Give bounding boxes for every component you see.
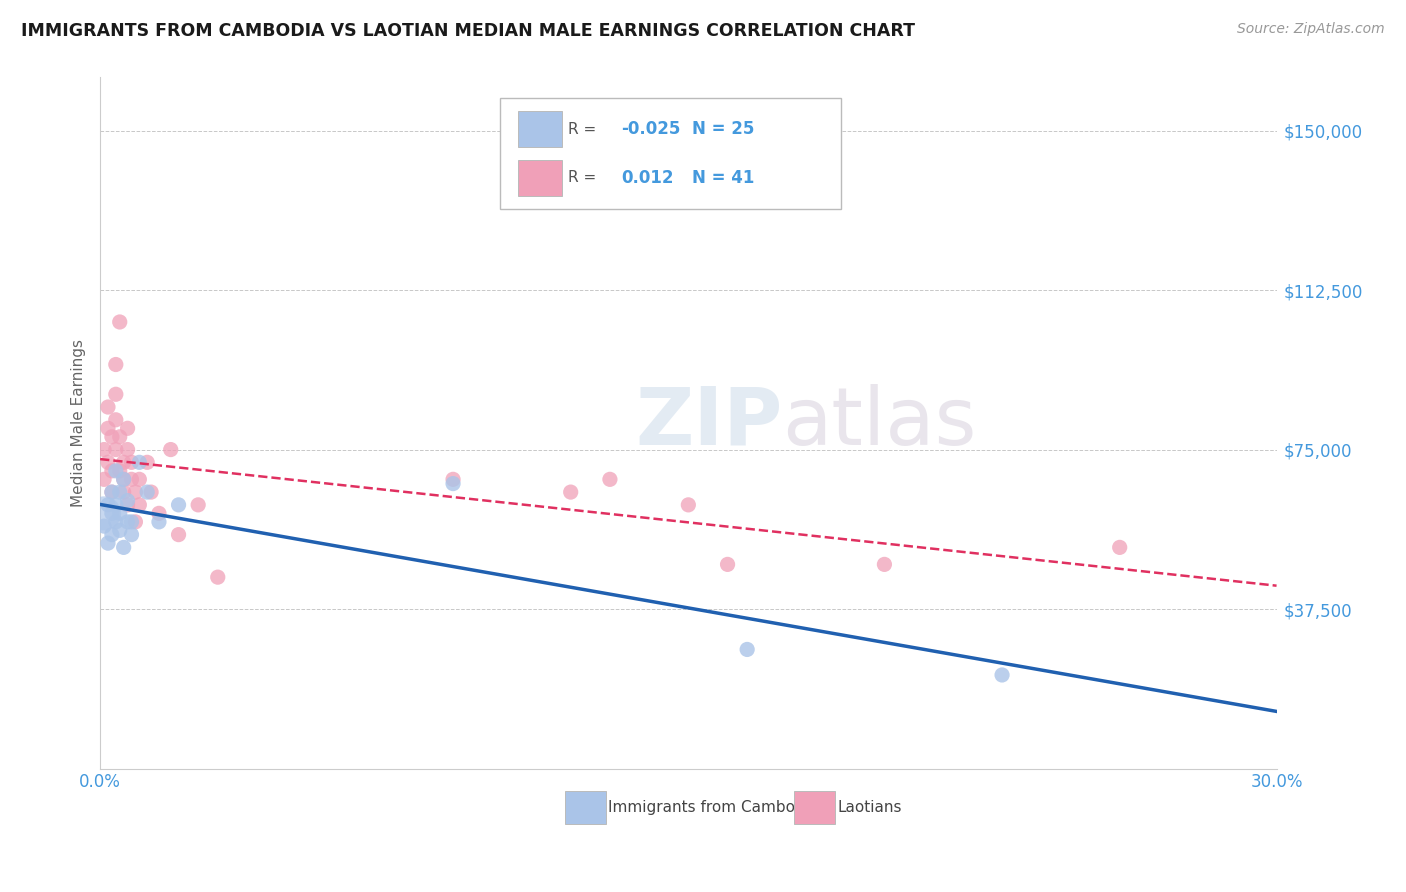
Point bbox=[117, 515, 139, 529]
Point bbox=[735, 642, 758, 657]
Point bbox=[1108, 541, 1130, 555]
Point bbox=[121, 472, 143, 486]
Point bbox=[207, 570, 229, 584]
Point bbox=[991, 668, 1014, 682]
Point bbox=[124, 515, 146, 529]
Point bbox=[97, 455, 120, 469]
Text: Source: ZipAtlas.com: Source: ZipAtlas.com bbox=[1237, 22, 1385, 37]
Point bbox=[121, 527, 143, 541]
Point bbox=[599, 472, 621, 486]
Point bbox=[167, 527, 190, 541]
Point bbox=[93, 472, 115, 486]
Point bbox=[101, 485, 124, 500]
Point bbox=[560, 485, 582, 500]
Text: Immigrants from Cambodia: Immigrants from Cambodia bbox=[609, 800, 818, 814]
Point bbox=[139, 485, 162, 500]
Text: N = 41: N = 41 bbox=[692, 169, 754, 186]
FancyBboxPatch shape bbox=[501, 98, 841, 209]
Text: R =: R = bbox=[568, 170, 602, 186]
Point bbox=[108, 524, 131, 538]
Point bbox=[97, 421, 120, 435]
Text: -0.025: -0.025 bbox=[621, 120, 681, 138]
Point bbox=[104, 413, 127, 427]
Point bbox=[104, 515, 127, 529]
Text: IMMIGRANTS FROM CAMBODIA VS LAOTIAN MEDIAN MALE EARNINGS CORRELATION CHART: IMMIGRANTS FROM CAMBODIA VS LAOTIAN MEDI… bbox=[21, 22, 915, 40]
Point bbox=[148, 515, 170, 529]
Point bbox=[112, 541, 135, 555]
Point bbox=[678, 498, 700, 512]
Point bbox=[159, 442, 181, 457]
Point bbox=[97, 498, 120, 512]
FancyBboxPatch shape bbox=[517, 160, 562, 195]
Point bbox=[104, 387, 127, 401]
Point bbox=[124, 485, 146, 500]
Point bbox=[148, 507, 170, 521]
Point bbox=[101, 464, 124, 478]
Point bbox=[112, 455, 135, 469]
Point bbox=[167, 498, 190, 512]
Text: N = 25: N = 25 bbox=[692, 120, 754, 138]
Point bbox=[101, 527, 124, 541]
Point bbox=[128, 472, 150, 486]
Point bbox=[97, 400, 120, 414]
Point bbox=[112, 472, 135, 486]
Point bbox=[441, 476, 464, 491]
Point bbox=[93, 519, 115, 533]
Point bbox=[187, 498, 209, 512]
Point bbox=[121, 455, 143, 469]
Point bbox=[117, 421, 139, 435]
Text: ZIP: ZIP bbox=[636, 384, 783, 462]
Point bbox=[117, 498, 139, 512]
Point bbox=[93, 442, 115, 457]
Point bbox=[441, 472, 464, 486]
Point bbox=[108, 430, 131, 444]
Point bbox=[97, 536, 120, 550]
Point bbox=[101, 485, 124, 500]
Point bbox=[108, 315, 131, 329]
Point bbox=[121, 515, 143, 529]
Point bbox=[716, 558, 738, 572]
Text: 0.012: 0.012 bbox=[621, 169, 673, 186]
Point bbox=[117, 493, 139, 508]
Point bbox=[104, 442, 127, 457]
Text: Laotians: Laotians bbox=[838, 800, 903, 814]
Point bbox=[101, 507, 124, 521]
Point bbox=[104, 498, 127, 512]
FancyBboxPatch shape bbox=[517, 112, 562, 147]
Point bbox=[128, 455, 150, 469]
Point bbox=[101, 430, 124, 444]
Point bbox=[117, 442, 139, 457]
Y-axis label: Median Male Earnings: Median Male Earnings bbox=[72, 339, 86, 507]
Text: atlas: atlas bbox=[783, 384, 977, 462]
Point bbox=[112, 485, 135, 500]
Point bbox=[873, 558, 896, 572]
Point bbox=[112, 472, 135, 486]
Point bbox=[128, 498, 150, 512]
Point bbox=[108, 464, 131, 478]
FancyBboxPatch shape bbox=[794, 790, 835, 824]
Point bbox=[104, 464, 127, 478]
Point bbox=[104, 358, 127, 372]
Point bbox=[136, 455, 159, 469]
FancyBboxPatch shape bbox=[565, 790, 606, 824]
Text: R =: R = bbox=[568, 122, 602, 136]
Point bbox=[108, 507, 131, 521]
Point bbox=[108, 485, 131, 500]
Point bbox=[136, 485, 159, 500]
Point bbox=[93, 507, 115, 521]
